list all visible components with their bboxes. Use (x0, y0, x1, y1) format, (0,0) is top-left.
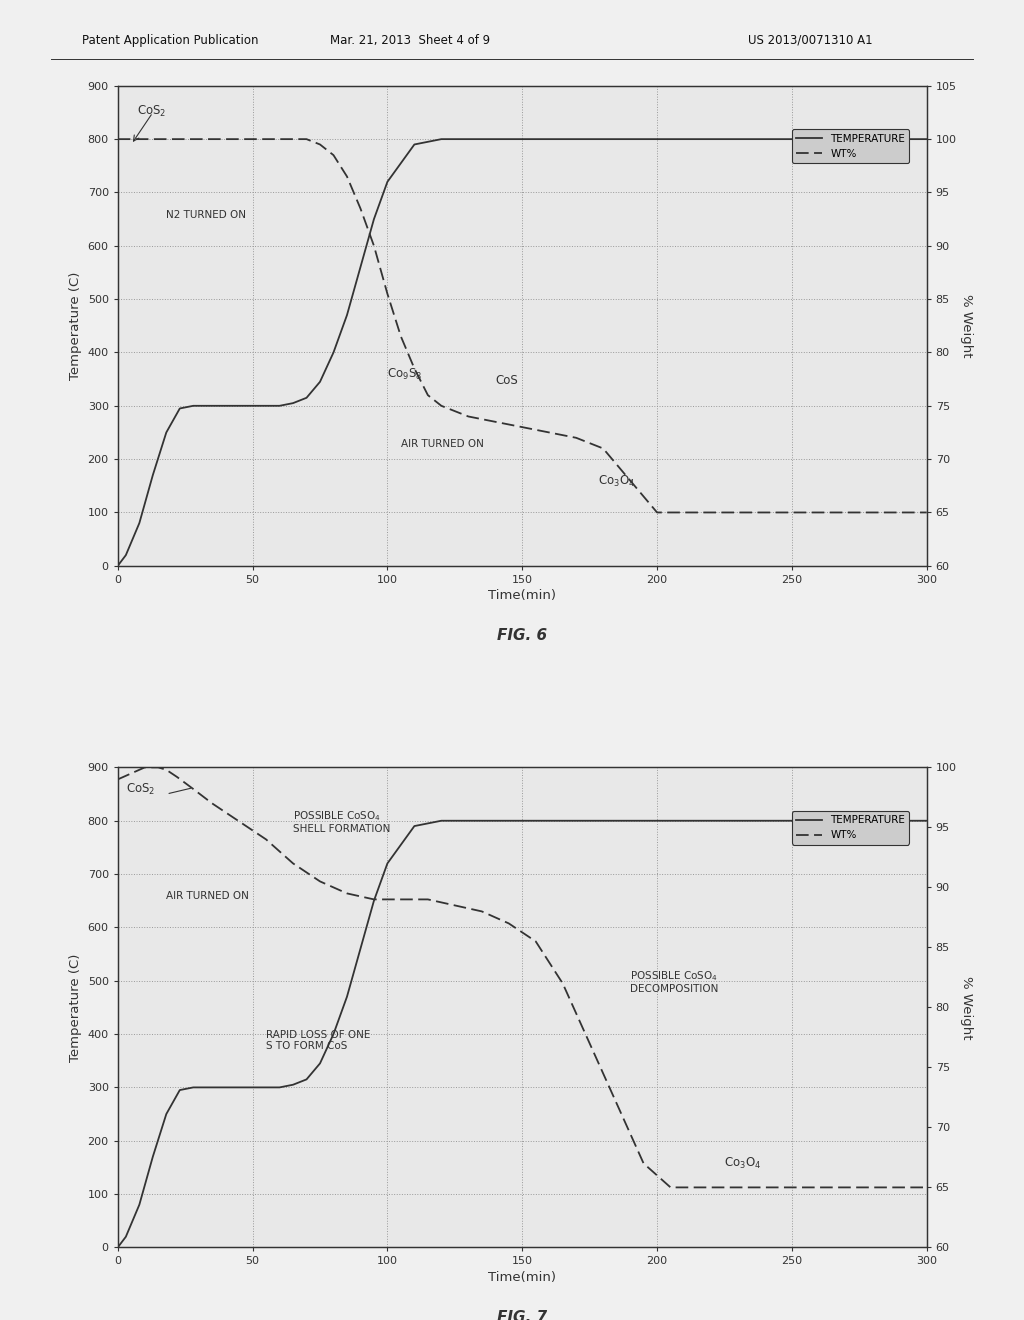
Y-axis label: % Weight: % Weight (961, 975, 974, 1039)
Text: FIG. 7: FIG. 7 (498, 1309, 547, 1320)
Legend: TEMPERATURE, WT%: TEMPERATURE, WT% (792, 810, 909, 845)
Text: FIG. 6: FIG. 6 (498, 628, 547, 643)
Text: CoS$_2$: CoS$_2$ (136, 104, 166, 119)
Y-axis label: Temperature (C): Temperature (C) (69, 272, 82, 380)
Text: CoS$_2$: CoS$_2$ (126, 783, 156, 797)
Text: AIR TURNED ON: AIR TURNED ON (166, 891, 249, 902)
Y-axis label: Temperature (C): Temperature (C) (69, 953, 82, 1061)
Text: Mar. 21, 2013  Sheet 4 of 9: Mar. 21, 2013 Sheet 4 of 9 (330, 33, 489, 46)
Text: POSSIBLE CoSO$_4$
DECOMPOSITION: POSSIBLE CoSO$_4$ DECOMPOSITION (630, 969, 719, 994)
Text: Co$_3$O$_4$: Co$_3$O$_4$ (598, 474, 635, 490)
Text: Patent Application Publication: Patent Application Publication (82, 33, 258, 46)
Text: POSSIBLE CoSO$_4$
SHELL FORMATION: POSSIBLE CoSO$_4$ SHELL FORMATION (293, 809, 390, 834)
Text: Co$_3$O$_4$: Co$_3$O$_4$ (725, 1155, 762, 1171)
X-axis label: Time(min): Time(min) (488, 589, 556, 602)
X-axis label: Time(min): Time(min) (488, 1271, 556, 1283)
Text: AIR TURNED ON: AIR TURNED ON (401, 440, 483, 449)
Legend: TEMPERATURE, WT%: TEMPERATURE, WT% (792, 129, 909, 162)
Text: N2 TURNED ON: N2 TURNED ON (166, 210, 247, 220)
Text: RAPID LOSS OF ONE
S TO FORM CoS: RAPID LOSS OF ONE S TO FORM CoS (266, 1030, 371, 1051)
Y-axis label: % Weight: % Weight (961, 294, 974, 358)
Text: US 2013/0071310 A1: US 2013/0071310 A1 (748, 33, 872, 46)
Text: CoS: CoS (496, 374, 518, 387)
Text: Co$_9$S$_8$: Co$_9$S$_8$ (387, 367, 423, 383)
